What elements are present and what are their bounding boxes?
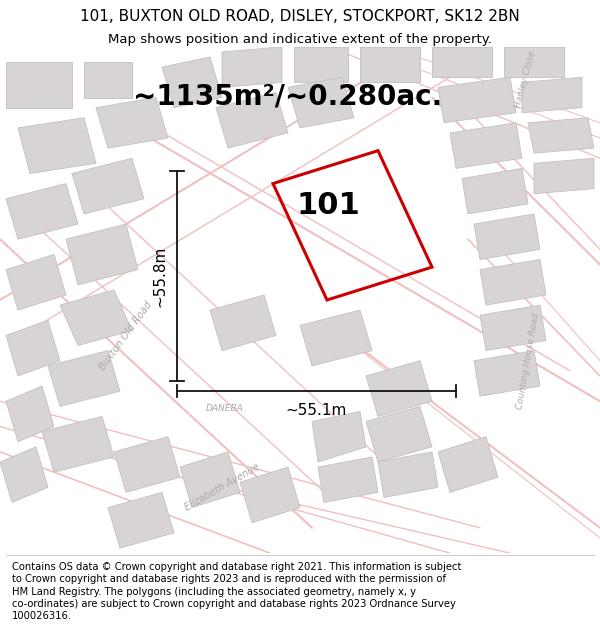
Polygon shape	[366, 406, 432, 462]
Polygon shape	[504, 47, 564, 78]
Text: ~55.1m: ~55.1m	[286, 403, 347, 418]
Text: Contains OS data © Crown copyright and database right 2021. This information is : Contains OS data © Crown copyright and d…	[12, 562, 461, 572]
Polygon shape	[6, 320, 60, 376]
Text: to Crown copyright and database rights 2023 and is reproduced with the permissio: to Crown copyright and database rights 2…	[12, 574, 446, 584]
Text: Map shows position and indicative extent of the property.: Map shows position and indicative extent…	[108, 32, 492, 46]
Polygon shape	[432, 47, 492, 78]
Polygon shape	[240, 467, 300, 522]
Polygon shape	[108, 492, 174, 548]
Polygon shape	[318, 457, 378, 503]
Text: 100026316.: 100026316.	[12, 611, 72, 621]
Polygon shape	[42, 416, 114, 472]
Polygon shape	[534, 158, 594, 194]
Polygon shape	[462, 168, 528, 214]
Polygon shape	[6, 386, 54, 442]
Polygon shape	[312, 411, 366, 462]
Polygon shape	[528, 118, 594, 153]
Polygon shape	[474, 351, 540, 396]
Text: co-ordinates) are subject to Crown copyright and database rights 2023 Ordnance S: co-ordinates) are subject to Crown copyr…	[12, 599, 456, 609]
Polygon shape	[378, 452, 438, 498]
Polygon shape	[294, 47, 348, 82]
Polygon shape	[480, 259, 546, 305]
Text: ~55.8m: ~55.8m	[152, 245, 168, 307]
Text: DANEBA: DANEBA	[206, 404, 244, 413]
Polygon shape	[114, 437, 180, 493]
Polygon shape	[48, 351, 120, 406]
Polygon shape	[18, 118, 96, 173]
Polygon shape	[6, 62, 72, 107]
Text: Elizabeth Avenue: Elizabeth Avenue	[183, 462, 261, 513]
Polygon shape	[66, 224, 138, 285]
Polygon shape	[6, 254, 66, 310]
Polygon shape	[522, 78, 582, 112]
Polygon shape	[72, 158, 144, 214]
Text: Buxton Old Road: Buxton Old Road	[98, 299, 154, 372]
Polygon shape	[222, 47, 282, 88]
Polygon shape	[366, 361, 432, 416]
Polygon shape	[96, 98, 168, 148]
Polygon shape	[84, 62, 132, 98]
Polygon shape	[216, 92, 288, 148]
Polygon shape	[180, 452, 240, 508]
Polygon shape	[450, 122, 522, 168]
Polygon shape	[288, 78, 354, 128]
Text: HM Land Registry. The polygons (including the associated geometry, namely x, y: HM Land Registry. The polygons (includin…	[12, 587, 416, 597]
Polygon shape	[210, 295, 276, 351]
Polygon shape	[60, 290, 132, 346]
Polygon shape	[438, 437, 498, 493]
Polygon shape	[162, 57, 222, 108]
Polygon shape	[438, 78, 516, 122]
Polygon shape	[480, 305, 546, 351]
Text: 101: 101	[296, 191, 361, 219]
Text: Counting House Road: Counting House Road	[515, 312, 541, 409]
Polygon shape	[0, 447, 48, 503]
Text: 101, BUXTON OLD ROAD, DISLEY, STOCKPORT, SK12 2BN: 101, BUXTON OLD ROAD, DISLEY, STOCKPORT,…	[80, 9, 520, 24]
Polygon shape	[6, 184, 78, 239]
Polygon shape	[300, 310, 372, 366]
Polygon shape	[474, 214, 540, 259]
Polygon shape	[360, 47, 420, 82]
Text: ~1135m²/~0.280ac.: ~1135m²/~0.280ac.	[133, 82, 443, 110]
Text: Hanley Close: Hanley Close	[513, 50, 537, 109]
